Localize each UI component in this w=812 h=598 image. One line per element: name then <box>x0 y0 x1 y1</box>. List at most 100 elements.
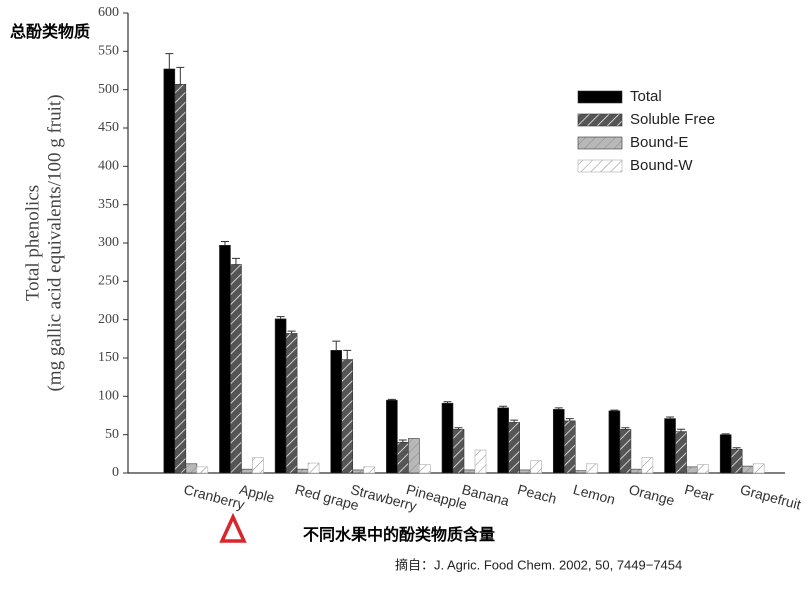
error-bar <box>332 340 341 351</box>
bar <box>519 469 531 474</box>
bar <box>252 457 264 474</box>
y-tick-label: 600 <box>98 5 119 20</box>
bar <box>241 468 253 474</box>
x-tick-label: Red grape <box>293 481 360 513</box>
marker-triangle <box>219 512 247 543</box>
bar <box>341 359 354 474</box>
bar <box>163 68 176 474</box>
bar <box>196 466 209 474</box>
error-bar <box>565 418 574 421</box>
bar <box>386 399 398 474</box>
y-tick-label: 400 <box>98 159 119 174</box>
bar <box>585 463 598 474</box>
error-bar <box>176 66 185 85</box>
legend-swatch <box>577 159 623 173</box>
error-bar <box>510 419 519 423</box>
error-bar <box>554 407 563 410</box>
y-tick-label: 300 <box>98 235 119 250</box>
annotation: 总酚类物质 <box>10 22 90 41</box>
x-tick-label: Peach <box>516 481 558 507</box>
y-tick-label: 550 <box>98 44 119 59</box>
error-bar <box>165 53 174 69</box>
legend-label: Bound-E <box>630 134 688 151</box>
bar <box>219 245 231 474</box>
bar <box>185 463 198 474</box>
error-bar <box>610 409 619 411</box>
y-tick-label: 350 <box>98 197 119 212</box>
legend-swatch <box>577 113 623 127</box>
bar <box>697 464 709 474</box>
bar <box>508 422 520 474</box>
bar <box>296 468 309 474</box>
bar <box>497 407 509 474</box>
legend-swatch <box>577 90 623 104</box>
bar <box>563 420 576 474</box>
bar <box>630 468 643 474</box>
bar <box>441 402 454 474</box>
bar <box>285 333 298 474</box>
y-tick-label: 250 <box>98 274 119 289</box>
x-tick-label: Orange <box>627 481 676 509</box>
error-bar <box>276 316 285 319</box>
bar <box>675 431 687 474</box>
bar <box>752 463 765 474</box>
bar <box>352 469 365 474</box>
source: 摘自：J. Agric. Food Chem. 2002, 50, 7449−7… <box>395 557 682 572</box>
y-tick-label: 150 <box>98 350 119 365</box>
bar <box>530 460 542 474</box>
error-bar <box>220 240 229 246</box>
error-bar <box>732 447 741 450</box>
bar <box>230 264 242 474</box>
error-bar <box>499 405 508 408</box>
y-tick-label: 0 <box>112 465 119 480</box>
y-axis-label: Total phenolics <box>22 185 43 301</box>
bar <box>686 466 698 474</box>
bar <box>363 466 376 474</box>
error-bar <box>287 330 296 334</box>
bar <box>174 84 187 474</box>
x-tick-label: Cranberry <box>182 481 246 513</box>
error-bar <box>454 427 463 430</box>
bar <box>719 434 732 474</box>
y-tick-label: 200 <box>98 312 119 327</box>
bar <box>463 469 476 474</box>
bar <box>474 449 487 474</box>
error-bar <box>387 398 396 401</box>
bar <box>741 465 754 474</box>
x-tick-label: Grapefruit <box>738 481 802 513</box>
bar <box>330 350 343 474</box>
annotation: 不同水果中的酚类物质含量 <box>303 525 495 544</box>
legend-label: Soluble Free <box>630 111 715 128</box>
y-tick-label: 450 <box>98 120 119 135</box>
y-tick-label: 100 <box>98 389 119 404</box>
error-bar <box>666 416 675 419</box>
bar <box>307 462 320 474</box>
bar <box>397 442 409 474</box>
bar <box>641 457 654 474</box>
bar <box>619 428 632 474</box>
bar <box>552 409 565 474</box>
legend-label: Bound-W <box>630 157 693 174</box>
error-bar <box>621 427 630 430</box>
error-bar <box>443 401 452 404</box>
bar <box>664 418 676 474</box>
error-bar <box>343 349 352 360</box>
x-tick-label: Lemon <box>572 481 617 508</box>
x-tick-label: Pear <box>683 481 716 504</box>
x-tick-label: Banana <box>460 481 511 509</box>
bar <box>608 410 621 474</box>
error-bar <box>398 439 407 443</box>
y-tick-label: 50 <box>105 427 119 442</box>
error-bar <box>677 428 686 432</box>
bar <box>452 428 465 474</box>
legend-swatch <box>577 136 623 150</box>
bar <box>408 438 420 474</box>
bar <box>730 448 743 474</box>
bar <box>274 318 287 474</box>
y-tick-label: 500 <box>98 82 119 97</box>
y-axis-label: (mg gallic acid equivalents/100 g fruit) <box>44 94 65 391</box>
bar <box>419 464 431 474</box>
legend-label: Total <box>630 88 662 105</box>
error-bar <box>231 257 240 265</box>
